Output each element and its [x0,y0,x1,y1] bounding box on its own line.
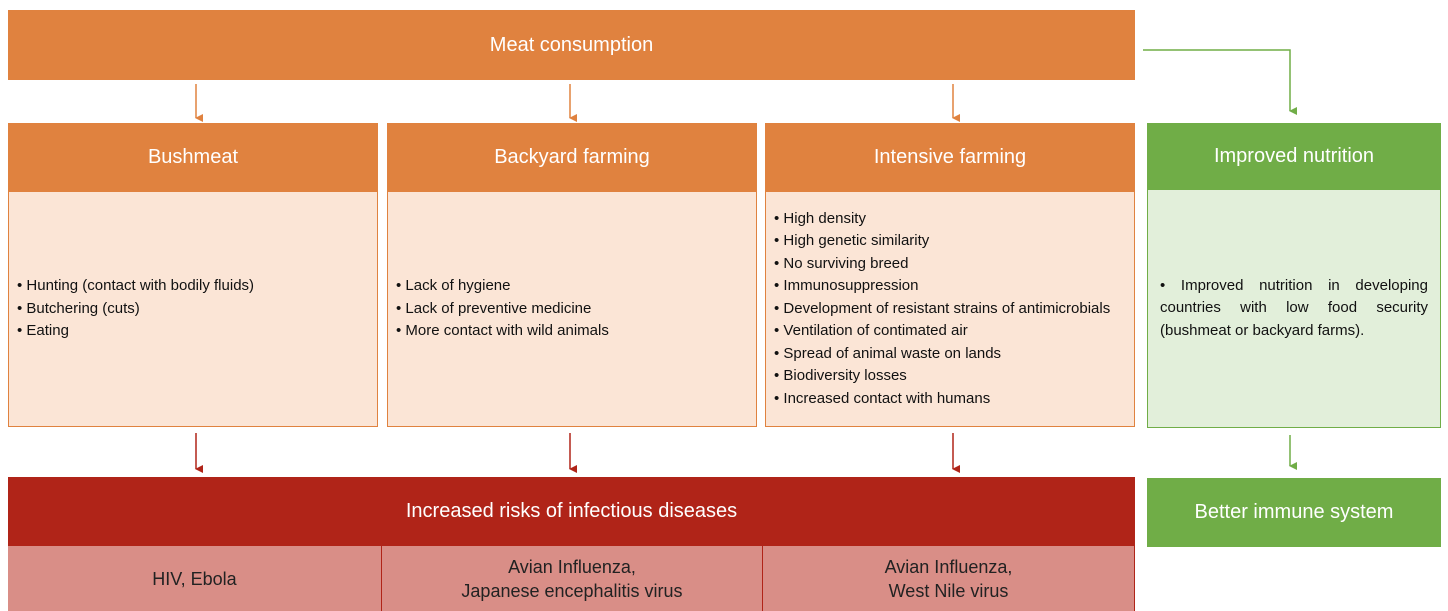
column-body: • High density • High genetic similarity •… [765,192,1135,427]
immune-box: Better immune system [1147,478,1441,547]
list-item: • Lack of preventive medicine [396,299,592,317]
column-header: Bushmeat [8,123,378,192]
title: Backyard farming [494,146,650,168]
list-item: • Lack of hygiene [396,277,511,295]
column-header: Backyard farming [387,123,757,192]
disease-line: Avian Influenza, [884,556,1013,577]
disease-cell: Avian Influenza, Japanese encephalitis vi… [382,546,763,611]
list-item: • Eating [17,322,69,340]
title: Bushmeat [147,146,239,168]
risks-box: Increased risks of infectious diseases [8,477,1135,546]
list-item: • Development of resistant strains of an… [774,299,1111,317]
list-item: • Butchering (cuts) [17,299,140,317]
list-item: • Ventilation of contimated air [774,322,968,340]
disease-cell: Avian Influenza, West Nile virus [763,546,1135,611]
disease-line: Japanese encephalitis virus [461,580,683,601]
title: Improved nutrition [1213,145,1375,167]
text: • Improved nutrition in developing count… [1160,276,1428,339]
column-header: Intensive farming [765,123,1135,192]
nutrition-body: • Improved nutrition in developing count… [1147,190,1441,428]
disease-line: Avian Influenza, [508,556,636,577]
list-item: • Biodiversity losses [774,367,907,385]
title: Meat consumption [489,33,654,56]
list-item: • Increased contact with humans [774,389,991,407]
title: Increased risks of infectious diseases [405,500,738,522]
arrow [1143,49,1297,115]
list-item: • Spread of animal waste on lands [774,344,1002,362]
list-item: • No surviving breed [774,254,909,272]
top-box: Meat consumption [8,10,1135,80]
list-item: • Immunosuppression [774,277,919,295]
list-item: • More contact with wild animals [396,322,609,340]
list-item: • Hunting (contact with bodily fluids) [17,277,255,295]
disease-line: HIV, Ebola [152,568,237,589]
title: Better immune system [1194,501,1394,523]
column-body: • Hunting (contact with bodily fluids) • … [8,192,378,427]
disease-line: West Nile virus [888,580,1009,601]
title: Intensive farming [873,146,1027,168]
disease-cell: HIV, Ebola [8,546,382,611]
nutrition-header: Improved nutrition [1147,123,1441,190]
list-item: • High density [774,209,866,227]
list-item: • High genetic similarity [774,232,930,250]
column-body: • Lack of hygiene • Lack of preventive me… [387,192,757,427]
